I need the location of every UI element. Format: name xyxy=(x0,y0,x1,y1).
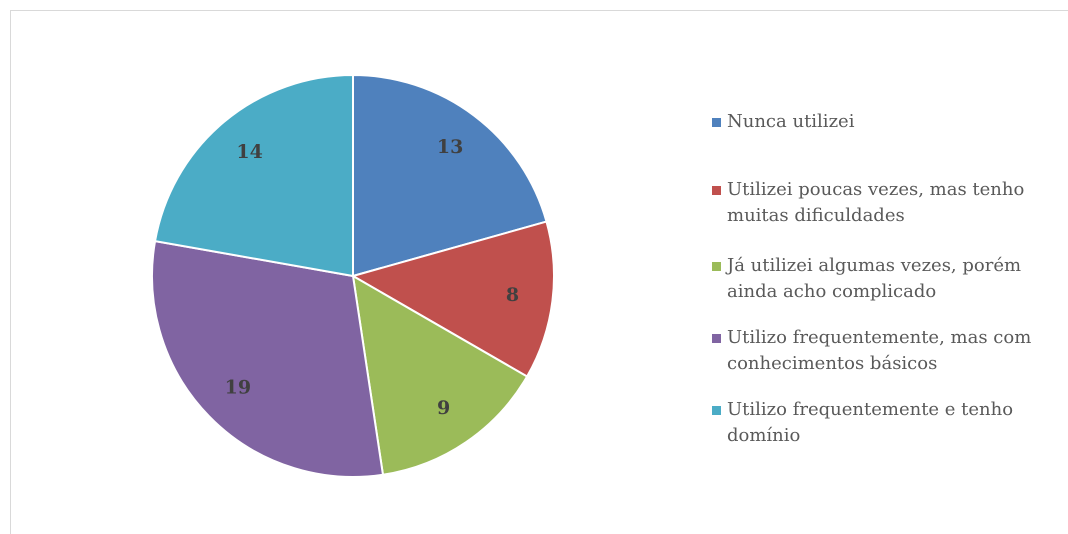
legend-swatch xyxy=(712,118,721,127)
legend-swatch xyxy=(712,406,721,415)
data-label: 13 xyxy=(437,136,463,158)
legend-swatch xyxy=(712,334,721,343)
legend-item: Utilizei poucas vezes, mas tenho muitas … xyxy=(712,177,1032,229)
pie-slice xyxy=(151,239,385,478)
legend-label: Utilizo frequentemente e tenho domínio xyxy=(727,399,1014,446)
legend-label: Utilizei poucas vezes, mas tenho muitas … xyxy=(727,179,1025,226)
data-label: 14 xyxy=(236,141,262,163)
legend-item: Utilizo frequentemente e tenho domínio xyxy=(712,397,1032,449)
legend-swatch xyxy=(712,262,721,271)
data-label: 9 xyxy=(437,397,450,419)
legend-item: Nunca utilizei xyxy=(712,109,1032,135)
legend-swatch xyxy=(712,186,721,195)
legend-label: Nunca utilizei xyxy=(727,111,855,132)
legend-label: Utilizo frequentemente, mas com conhecim… xyxy=(727,327,1032,374)
legend-label: Já utilizei algumas vezes, porém ainda a… xyxy=(727,255,1022,302)
pie-slice xyxy=(153,73,354,278)
data-label: 19 xyxy=(225,376,251,398)
legend-item: Já utilizei algumas vezes, porém ainda a… xyxy=(712,253,1032,305)
legend-item: Utilizo frequentemente, mas com conhecim… xyxy=(712,325,1032,377)
pie-slice xyxy=(350,220,555,378)
pie-slice xyxy=(352,73,548,278)
data-label: 8 xyxy=(506,284,519,306)
pie-slice xyxy=(351,274,529,476)
